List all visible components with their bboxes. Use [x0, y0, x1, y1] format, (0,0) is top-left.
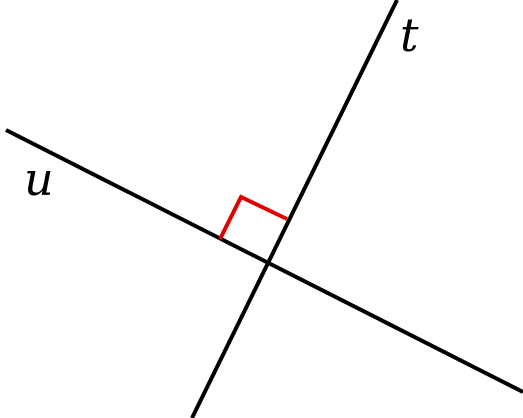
- line-u: [6, 130, 523, 392]
- line-t: [192, 0, 397, 418]
- line-t-label: t: [400, 8, 419, 62]
- line-u-label: u: [24, 152, 54, 206]
- right-angle-marker: [220, 197, 287, 239]
